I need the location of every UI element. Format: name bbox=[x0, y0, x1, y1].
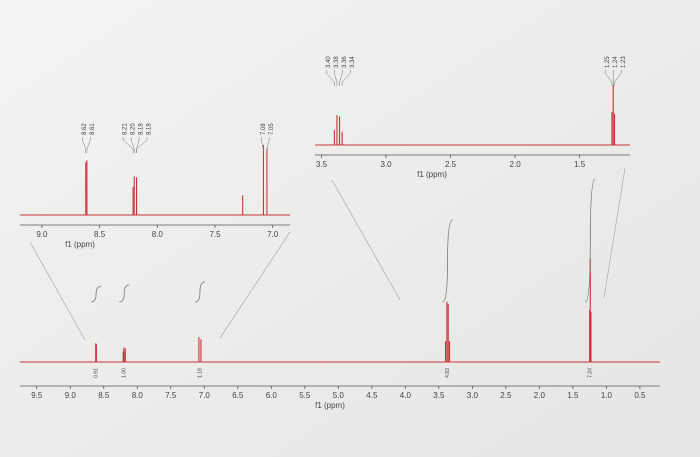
x-tick-label: 9.0 bbox=[36, 230, 48, 239]
x-tick-label: 7.5 bbox=[209, 230, 221, 239]
peak-label-connector bbox=[341, 70, 351, 86]
x-tick-label: 3.0 bbox=[380, 160, 392, 169]
peak-label-connector bbox=[82, 137, 87, 153]
integral-curve bbox=[585, 178, 596, 303]
x-tick-label: 1.5 bbox=[574, 160, 586, 169]
integral-curve bbox=[119, 284, 130, 303]
peak-label: 8.18 bbox=[147, 123, 153, 135]
peak-label-connector bbox=[136, 137, 148, 153]
peak-label: 8.21 bbox=[123, 123, 129, 135]
x-tick-label: 6.0 bbox=[266, 391, 278, 400]
x-tick-label: 3.0 bbox=[467, 391, 479, 400]
peak-label-connector bbox=[266, 137, 270, 153]
integral-label: 7.24 bbox=[588, 368, 594, 378]
x-tick-label: 6.5 bbox=[232, 391, 244, 400]
peak-label-connector bbox=[339, 70, 343, 86]
integral-curve bbox=[442, 219, 453, 303]
peak-label-connector bbox=[604, 70, 613, 86]
x-tick-label: 2.0 bbox=[510, 160, 522, 169]
peak-label: 8.18 bbox=[139, 123, 145, 135]
peak-label-connector bbox=[86, 137, 91, 153]
peak-label-connector bbox=[325, 70, 335, 86]
zoom-line bbox=[331, 179, 401, 301]
zoom-line bbox=[603, 167, 626, 299]
x-tick-label: 9.5 bbox=[31, 391, 43, 400]
x-tick-label: 0.5 bbox=[634, 391, 646, 400]
x-tick-label: 5.0 bbox=[333, 391, 345, 400]
peak-label: 3.40 bbox=[326, 56, 332, 68]
integral-curve bbox=[91, 286, 102, 303]
peak-label-connector bbox=[333, 70, 338, 86]
x-axis-label: f1 (ppm) bbox=[65, 240, 95, 249]
x-tick-label: 2.0 bbox=[534, 391, 546, 400]
integral-curve bbox=[194, 281, 205, 303]
x-tick-label: 8.0 bbox=[152, 230, 164, 239]
peak-label: 8.61 bbox=[90, 123, 96, 135]
peak-label: 7.05 bbox=[269, 123, 275, 135]
peak-label: 8.62 bbox=[82, 123, 88, 135]
x-tick-label: 2.5 bbox=[445, 160, 457, 169]
x-tick-label: 5.5 bbox=[299, 391, 311, 400]
peak-label-connector bbox=[130, 137, 135, 153]
x-tick-label: 7.0 bbox=[199, 391, 211, 400]
zoom-line bbox=[29, 241, 86, 341]
peak-label-connector bbox=[614, 70, 622, 86]
x-tick-label: 7.0 bbox=[267, 230, 279, 239]
integral-label: 4.83 bbox=[445, 368, 451, 378]
integral-label: 0.91 bbox=[93, 368, 99, 378]
zoom-line bbox=[219, 231, 291, 339]
x-tick-label: 8.5 bbox=[94, 230, 106, 239]
x-tick-label: 7.5 bbox=[165, 391, 177, 400]
x-tick-label: 8.0 bbox=[132, 391, 144, 400]
peak-label: 3.36 bbox=[342, 56, 348, 68]
x-tick-label: 4.0 bbox=[400, 391, 412, 400]
x-tick-label: 4.5 bbox=[366, 391, 378, 400]
peak-label: 3.34 bbox=[350, 56, 356, 68]
peak-label: 3.38 bbox=[334, 56, 340, 68]
peak-label-connector bbox=[260, 137, 264, 153]
x-axis-label: f1 (ppm) bbox=[315, 401, 345, 410]
peak-label: 1.24 bbox=[613, 56, 619, 68]
x-tick-label: 8.5 bbox=[98, 391, 110, 400]
peak-label: 7.08 bbox=[261, 123, 267, 135]
peak-label: 1.25 bbox=[605, 56, 611, 68]
peak-label-connector bbox=[122, 137, 134, 153]
integral-label: 1.00 bbox=[122, 368, 128, 378]
x-tick-label: 2.5 bbox=[500, 391, 512, 400]
x-tick-label: 9.0 bbox=[65, 391, 77, 400]
x-tick-label: 3.5 bbox=[316, 160, 328, 169]
peak-label: 1.23 bbox=[621, 56, 627, 68]
peak-label: 8.20 bbox=[131, 123, 137, 135]
x-tick-label: 1.0 bbox=[601, 391, 613, 400]
integral-label: 1.18 bbox=[197, 368, 203, 378]
x-axis-label: f1 (ppm) bbox=[417, 170, 447, 179]
x-tick-label: 1.5 bbox=[567, 391, 579, 400]
x-tick-label: 3.5 bbox=[433, 391, 445, 400]
